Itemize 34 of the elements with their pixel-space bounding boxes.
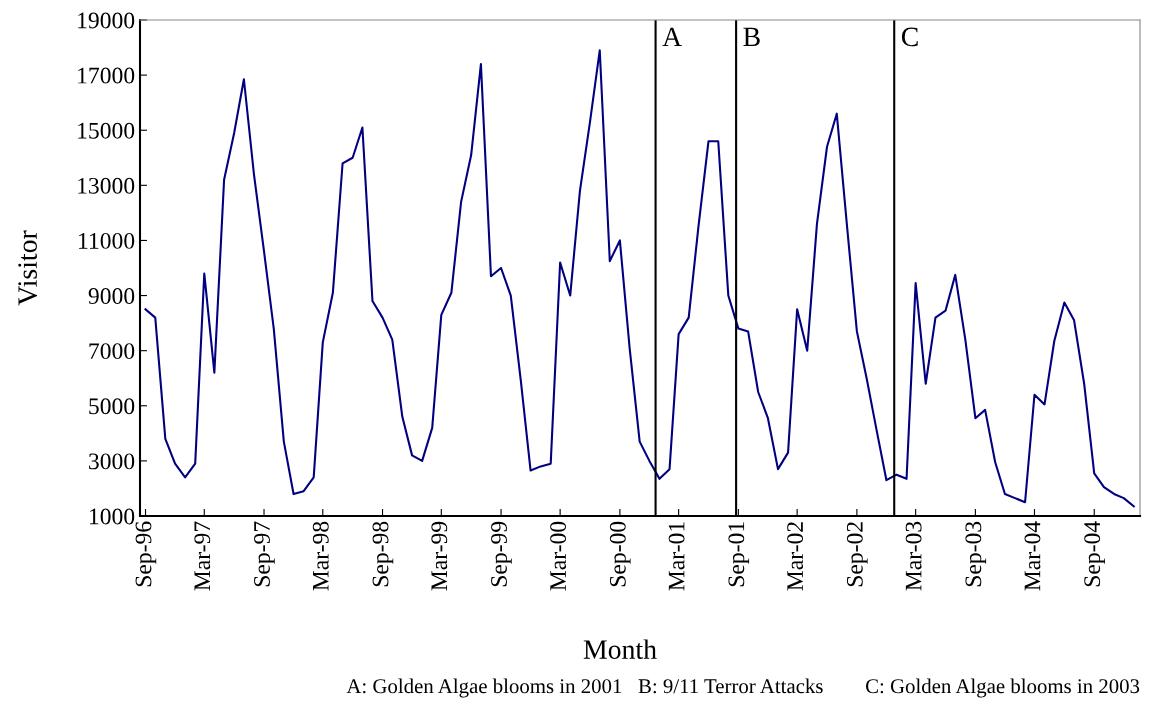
ref-line-label: B (743, 27, 760, 47)
x-tick-label: Mar-03 (905, 521, 922, 591)
y-tick-label: 3000 (89, 453, 135, 470)
x-tick-label: Mar-01 (668, 522, 685, 591)
x-tick-label: Mar-97 (194, 521, 211, 591)
x-tick-label: Sep-00 (609, 521, 631, 587)
y-tick-label: 5000 (89, 398, 135, 415)
x-tick-label: Sep-02 (846, 522, 868, 587)
ref-line-label: A (662, 27, 682, 46)
y-tick-label: 19000 (78, 12, 135, 29)
x-tick-label: Sep-97 (254, 521, 275, 587)
y-tick-label: 17000 (78, 67, 135, 84)
x-axis-title: Month (583, 639, 657, 659)
x-tick-label: Mar-04 (1024, 521, 1041, 591)
y-tick-label: 11000 (79, 232, 135, 249)
text: A: Golden Algae blooms in 2001 B: 9/11 Terror Attacks C: Golden Algae blooms in 2003 (346, 678, 1140, 698)
y-axis-title: Visitor (18, 230, 38, 306)
x-tick-label: Sep-99 (491, 521, 512, 587)
x-tick-label: Mar-00 (550, 521, 567, 591)
line-series (144, 49, 1135, 508)
x-tick-label: Sep-01 (728, 522, 750, 587)
x-tick-label: Sep-98 (372, 521, 394, 587)
x-tick-label: Sep-04 (1084, 521, 1105, 587)
ref-line-label: C (901, 27, 918, 47)
y-tick-label: 9000 (88, 288, 135, 304)
x-tick-label: Mar-98 (312, 521, 329, 591)
x-tick-label: Mar-99 (431, 521, 448, 591)
x-tick-label: Mar-02 (787, 522, 804, 591)
x-tick-label: Sep-96 (135, 521, 157, 587)
y-tick-label: 1000 (89, 508, 135, 525)
y-tick-label: 7000 (89, 343, 135, 360)
y-tick-label: 15000 (78, 122, 135, 139)
y-tick-label: 13000 (78, 177, 135, 194)
x-tick-label: Sep-03 (965, 521, 987, 587)
